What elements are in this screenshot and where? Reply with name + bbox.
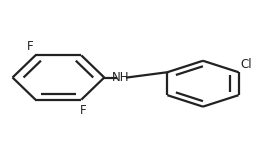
Text: NH: NH bbox=[112, 71, 130, 84]
Text: F: F bbox=[80, 104, 86, 117]
Text: F: F bbox=[27, 40, 33, 53]
Text: Cl: Cl bbox=[241, 58, 252, 71]
